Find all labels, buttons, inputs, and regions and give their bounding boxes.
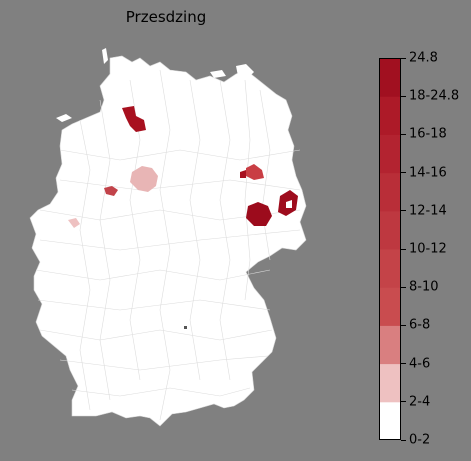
colorbar-tick <box>401 210 406 212</box>
colorbar-tick-label: 12-14 <box>409 203 447 219</box>
colorbar-bin <box>379 401 401 440</box>
north-islands <box>56 48 254 122</box>
colorbar-tick <box>401 172 406 174</box>
colorbar-bin <box>379 325 401 365</box>
colorbar-tick-label: 24.8 <box>409 50 438 66</box>
colorbar-tick <box>401 286 406 288</box>
colorbar-tick-label: 18-24.8 <box>409 88 460 104</box>
colorbar-tick-label: 10-12 <box>409 241 447 257</box>
colorbar-tick-label: 4-6 <box>409 356 431 372</box>
colorbar-tick <box>401 95 406 97</box>
colorbar-bin <box>379 172 401 212</box>
colorbar-tick <box>401 324 406 326</box>
region-bielefeld-area <box>104 186 118 196</box>
district-boundaries <box>35 69 301 421</box>
colorbar-bin <box>379 134 401 174</box>
colorbar-svg <box>379 58 401 440</box>
region-west-small <box>68 218 80 228</box>
colorbar-tick <box>401 248 406 250</box>
colorbar-bin <box>379 363 401 403</box>
colorbar-bin <box>379 210 401 250</box>
germany-land <box>29 55 307 427</box>
colorbar-tick <box>401 401 406 403</box>
colorbar-tick-label: 6-8 <box>409 317 431 333</box>
colorbar-tick <box>401 57 406 59</box>
colorbar-bin <box>379 96 401 135</box>
colorbar-bin <box>379 58 401 97</box>
region-tiny-south <box>184 326 187 329</box>
colorbar-tick-label: 8-10 <box>409 279 439 295</box>
colorbar-tick-label: 0-2 <box>409 432 431 448</box>
region-lower-saxony-central <box>130 166 158 192</box>
colorbar-tick-label: 2-4 <box>409 394 431 410</box>
colorbar-tick <box>401 363 406 365</box>
colorbar-tick <box>401 439 406 441</box>
colorbar-tick-label: 14-16 <box>409 165 447 181</box>
map-title: Przesdzing <box>125 8 207 26</box>
colorbar-bin <box>379 287 401 326</box>
colorbar-bin <box>379 249 401 288</box>
colorbar <box>379 58 401 440</box>
region-berlin-north-small <box>240 170 246 178</box>
colorbar-tick-label: 16-18 <box>409 126 447 142</box>
colorbar-border <box>379 58 401 440</box>
colorbar-tick <box>401 133 406 135</box>
region-north-hamburg-area <box>122 106 146 132</box>
region-berlin-north <box>246 164 264 180</box>
region-berlin-south <box>246 202 272 226</box>
region-east-border-hole <box>286 200 292 208</box>
